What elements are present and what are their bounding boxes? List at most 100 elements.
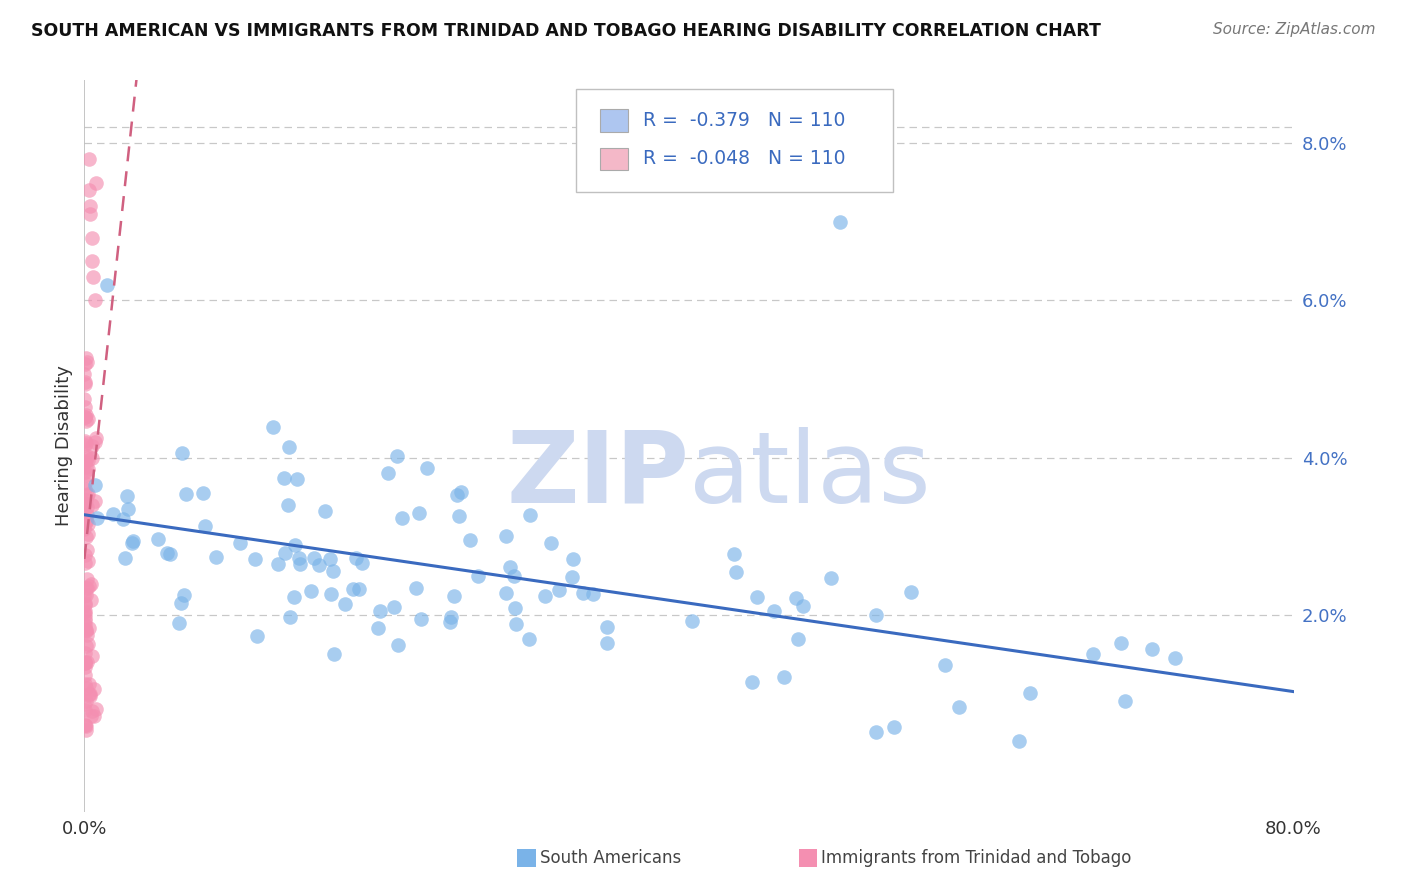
Point xyxy=(75,510,97,524)
Point xyxy=(75,515,97,529)
Point xyxy=(333,597,356,611)
Point xyxy=(75,581,97,595)
Point xyxy=(763,604,786,618)
Point xyxy=(262,420,284,434)
Point xyxy=(77,579,100,593)
Point xyxy=(724,566,747,580)
Point xyxy=(76,500,98,514)
Point xyxy=(75,611,97,625)
Point xyxy=(75,414,97,428)
Point xyxy=(344,551,367,566)
Point xyxy=(86,511,108,525)
Point xyxy=(86,176,108,190)
Point xyxy=(273,471,295,485)
Point xyxy=(73,368,96,382)
Point xyxy=(73,482,96,496)
Point xyxy=(73,392,96,406)
Point xyxy=(342,582,364,596)
Point xyxy=(76,354,98,368)
Point xyxy=(73,646,96,660)
Point xyxy=(322,564,344,578)
Point xyxy=(80,577,103,591)
Point xyxy=(458,533,481,548)
Point xyxy=(73,624,96,638)
Point xyxy=(169,616,191,631)
Point xyxy=(84,293,107,308)
Point xyxy=(77,687,100,701)
Point xyxy=(73,605,96,619)
Point xyxy=(830,215,852,229)
Point xyxy=(194,518,217,533)
Point xyxy=(820,571,842,585)
Point xyxy=(1019,686,1042,700)
Point xyxy=(75,719,97,733)
Point xyxy=(115,489,138,503)
Point xyxy=(447,508,470,523)
Point xyxy=(741,675,763,690)
Point xyxy=(75,476,97,491)
Point xyxy=(75,624,97,638)
Point xyxy=(82,648,104,663)
Point xyxy=(900,585,922,599)
Point xyxy=(299,584,322,599)
Point xyxy=(948,700,970,714)
Point xyxy=(75,588,97,602)
Point xyxy=(534,589,557,603)
Point xyxy=(883,720,905,734)
Point xyxy=(302,551,325,566)
Point xyxy=(73,607,96,622)
Point xyxy=(80,254,103,268)
Y-axis label: Hearing Disability: Hearing Disability xyxy=(55,366,73,526)
Point xyxy=(73,434,96,449)
Point xyxy=(519,508,541,523)
Point xyxy=(73,438,96,452)
Point xyxy=(73,497,96,511)
Text: South Americans: South Americans xyxy=(540,849,681,867)
Point xyxy=(274,546,297,560)
Point xyxy=(80,704,103,718)
Point xyxy=(73,618,96,632)
Point xyxy=(285,472,308,486)
Point xyxy=(277,498,299,512)
Point xyxy=(77,183,100,197)
Point xyxy=(173,588,195,602)
Point xyxy=(204,549,226,564)
Point xyxy=(773,670,796,684)
Point xyxy=(290,557,312,571)
Point xyxy=(73,375,96,389)
Point xyxy=(80,592,103,607)
Point xyxy=(596,620,619,634)
Text: atlas: atlas xyxy=(689,426,931,524)
Point xyxy=(73,656,96,670)
Point xyxy=(82,439,104,453)
Point xyxy=(73,660,96,674)
Point xyxy=(84,431,107,445)
Point xyxy=(785,591,807,605)
Point xyxy=(865,607,887,622)
Point xyxy=(865,725,887,739)
Point xyxy=(73,455,96,469)
Point xyxy=(75,694,97,708)
Point xyxy=(79,207,101,221)
Point xyxy=(495,529,517,543)
Point xyxy=(76,628,98,642)
Point xyxy=(283,590,305,604)
Point xyxy=(76,572,98,586)
Point xyxy=(79,689,101,703)
Point xyxy=(84,435,107,450)
Point xyxy=(495,586,517,600)
Point xyxy=(243,552,266,566)
Point xyxy=(391,510,413,524)
Point xyxy=(503,601,526,615)
Point xyxy=(1164,651,1187,665)
Point xyxy=(117,502,139,516)
Point xyxy=(77,152,100,166)
Point xyxy=(76,508,98,523)
Point xyxy=(246,629,269,643)
Point xyxy=(284,538,307,552)
Point xyxy=(75,624,97,638)
Point xyxy=(77,487,100,501)
Point xyxy=(446,488,468,502)
Point xyxy=(76,655,98,669)
Point xyxy=(73,556,96,570)
